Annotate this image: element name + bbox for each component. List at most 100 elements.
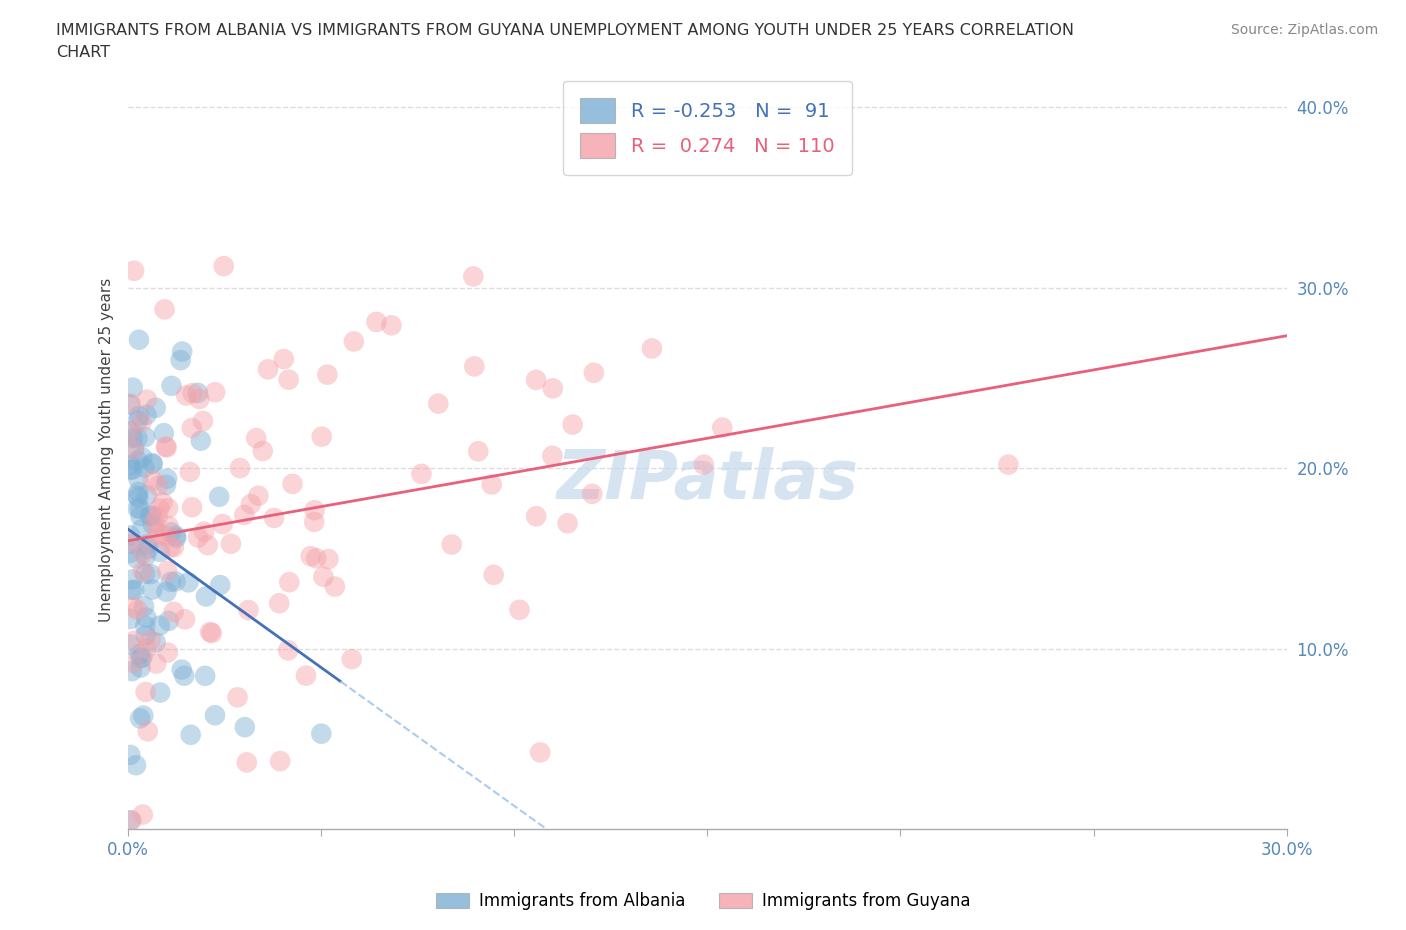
Point [226, 690, 249, 705]
Point [366, 314, 388, 329]
Point [236, 755, 259, 770]
Point [172, 344, 194, 359]
Point [155, 439, 177, 454]
Point [132, 565, 155, 579]
Point [120, 458, 142, 472]
Point [305, 551, 328, 565]
Point [209, 578, 232, 592]
Point [132, 708, 155, 723]
Text: Source: ZipAtlas.com: Source: ZipAtlas.com [1230, 23, 1378, 37]
Point [153, 528, 176, 543]
Point [179, 464, 201, 479]
Point [134, 460, 156, 475]
Point [128, 408, 150, 423]
Point [508, 603, 530, 618]
Point [177, 575, 200, 590]
Point [582, 365, 605, 380]
Point [257, 362, 280, 377]
Point [152, 495, 174, 510]
Point [135, 407, 157, 422]
Point [160, 379, 183, 393]
Point [149, 545, 172, 560]
Point [197, 538, 219, 552]
Point [135, 392, 157, 407]
Point [157, 614, 180, 629]
Point [127, 485, 149, 499]
Point [120, 637, 142, 652]
Point [143, 515, 166, 530]
Point [165, 530, 187, 545]
Point [135, 549, 157, 564]
Point [211, 517, 233, 532]
Point [135, 628, 157, 643]
Point [145, 635, 167, 650]
Point [122, 431, 145, 445]
Point [269, 596, 291, 611]
Point [131, 450, 153, 465]
Point [380, 318, 402, 333]
Point [129, 711, 152, 725]
Point [312, 569, 335, 584]
Point [159, 540, 181, 555]
Point [311, 726, 333, 741]
Point [581, 486, 603, 501]
Point [208, 489, 231, 504]
Point [557, 516, 579, 531]
Point [524, 372, 547, 387]
Point [145, 400, 167, 415]
Point [524, 509, 547, 524]
Point [132, 546, 155, 561]
Point [247, 488, 270, 503]
Point [121, 572, 143, 587]
Point [187, 530, 209, 545]
Point [194, 589, 217, 604]
Point [135, 641, 157, 656]
Point [122, 441, 145, 456]
Point [132, 807, 155, 822]
Text: CHART: CHART [56, 45, 110, 60]
Point [165, 528, 187, 543]
Y-axis label: Unemployment Among Youth under 25 years: Unemployment Among Youth under 25 years [100, 278, 114, 622]
Point [170, 662, 193, 677]
Point [149, 685, 172, 700]
Point [128, 501, 150, 516]
Point [128, 646, 150, 661]
Point [139, 509, 162, 524]
Point [273, 352, 295, 366]
Point [541, 381, 564, 396]
Point [302, 514, 325, 529]
Point [163, 539, 186, 554]
Point [340, 652, 363, 667]
Point [122, 656, 145, 671]
Point [127, 490, 149, 505]
Point [127, 431, 149, 445]
Point [174, 388, 197, 403]
Point [129, 651, 152, 666]
Point [121, 813, 143, 828]
Point [134, 566, 156, 581]
Point [120, 748, 142, 763]
Point [181, 386, 204, 401]
Point [693, 458, 716, 472]
Point [132, 599, 155, 614]
Point [120, 397, 142, 412]
Point [482, 567, 505, 582]
Point [245, 431, 267, 445]
Point [135, 488, 157, 503]
Point [125, 551, 148, 566]
Point [141, 508, 163, 523]
Point [174, 612, 197, 627]
Point [120, 528, 142, 543]
Point [145, 530, 167, 545]
Point [278, 575, 301, 590]
Point [127, 501, 149, 516]
Point [160, 525, 183, 539]
Point [146, 478, 169, 493]
Point [229, 460, 252, 475]
Point [142, 473, 165, 488]
Point [541, 448, 564, 463]
Point [153, 302, 176, 317]
Point [165, 574, 187, 589]
Point [122, 582, 145, 597]
Point [181, 499, 204, 514]
